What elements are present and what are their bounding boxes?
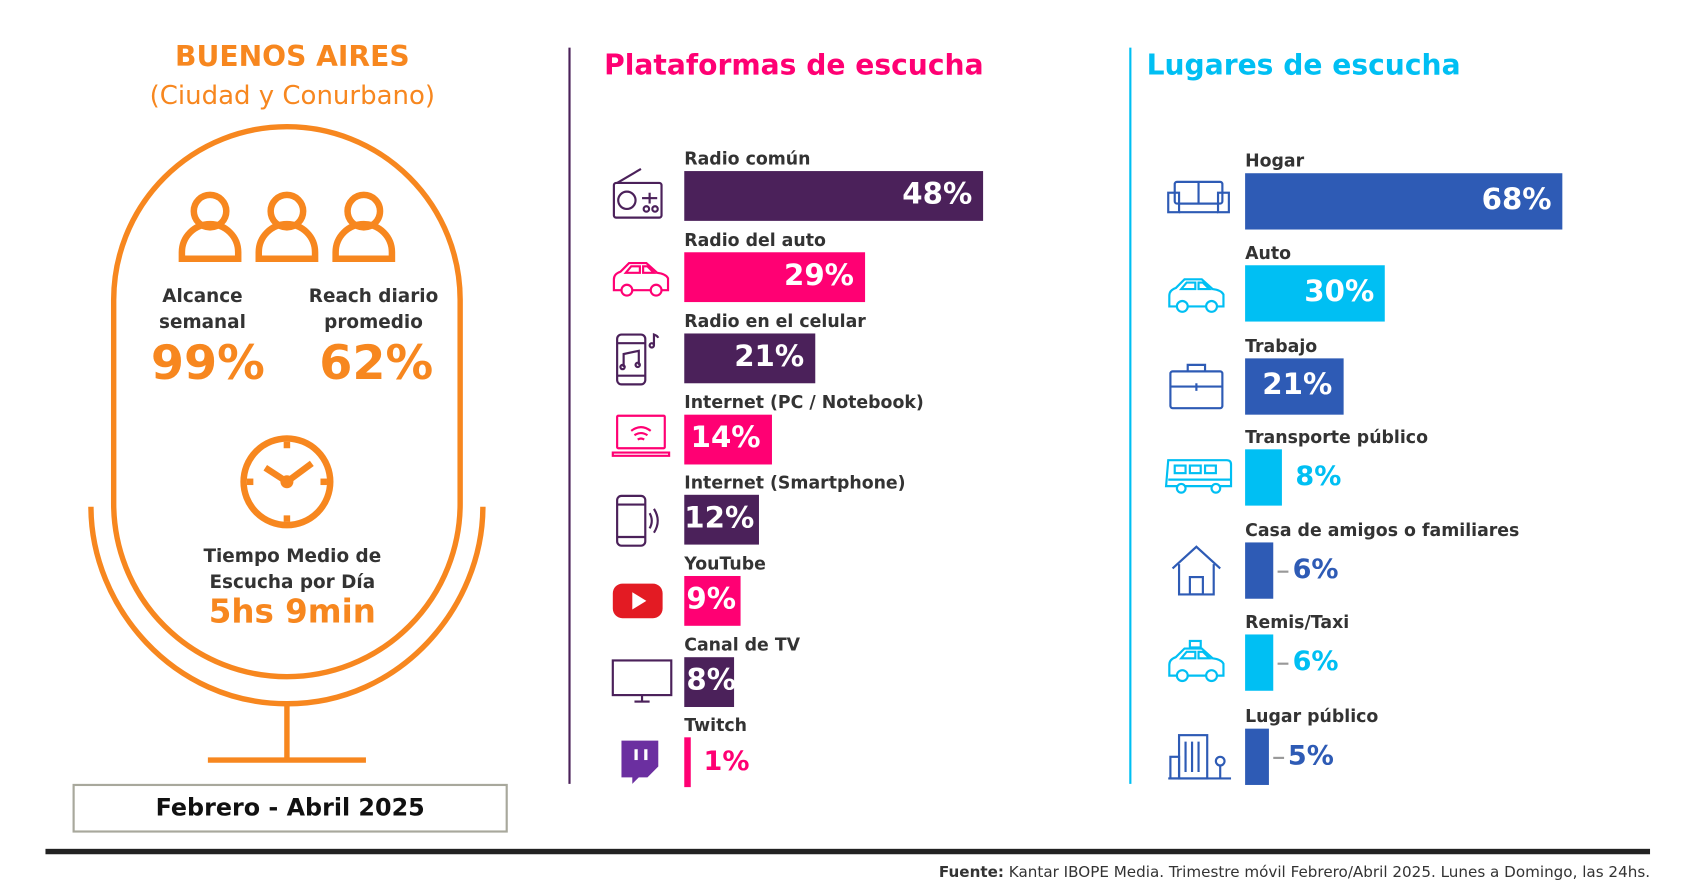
briefcase-icon xyxy=(1169,363,1224,410)
category-label: Casa de amigos o familiares xyxy=(1245,519,1520,541)
twitch-icon xyxy=(621,740,659,784)
bar xyxy=(1245,449,1283,506)
bar xyxy=(1245,542,1274,599)
microphone-outline-icon xyxy=(88,123,486,763)
reach-value: 62% xyxy=(319,335,434,391)
tv-icon xyxy=(611,659,673,703)
sofa-icon xyxy=(1167,180,1230,214)
bar xyxy=(684,657,735,708)
category-label: Trabajo xyxy=(1245,335,1318,357)
period-box: Febrero - Abril 2025 xyxy=(72,783,508,833)
places-title: Lugares de escucha xyxy=(1146,49,1461,83)
bar xyxy=(1245,728,1269,785)
reach-label-line2: promedio xyxy=(324,311,423,334)
people-icon xyxy=(178,191,396,263)
value-label: 29% xyxy=(783,258,854,293)
source-text: Kantar IBOPE Media. Trimestre móvil Febr… xyxy=(1008,863,1651,881)
laptop-wifi-icon xyxy=(611,414,671,457)
bar xyxy=(1245,265,1386,322)
bar xyxy=(684,575,741,626)
bus-icon xyxy=(1164,459,1233,494)
category-label: Canal de TV xyxy=(684,634,801,656)
car-icon xyxy=(1168,278,1225,313)
tiempo-label: Tiempo Medio de Escucha por Día xyxy=(152,544,434,596)
reach-label: Reach diario promedio xyxy=(292,284,454,336)
value-label: 68% xyxy=(1481,182,1552,217)
value-label: 8% xyxy=(1295,460,1342,492)
bar xyxy=(1245,358,1344,415)
building-icon xyxy=(1168,734,1232,780)
category-label: Auto xyxy=(1245,242,1292,264)
category-label: YouTube xyxy=(684,553,766,574)
reach-label-line1: Reach diario xyxy=(308,285,439,308)
category-label: Radio en el celular xyxy=(684,310,866,332)
value-label: 21% xyxy=(734,339,805,374)
footer-rule xyxy=(45,848,1651,855)
bar xyxy=(684,171,984,221)
value-label: 9% xyxy=(686,582,737,617)
bar xyxy=(684,333,816,384)
tiempo-label-line2: Escucha por Día xyxy=(209,571,376,594)
value-label: 6% xyxy=(1292,553,1339,585)
category-label: Twitch xyxy=(684,714,748,736)
source-label: Fuente: xyxy=(938,863,1004,881)
value-label: 1% xyxy=(703,744,750,777)
house-icon xyxy=(1171,545,1221,596)
connector-line xyxy=(1272,756,1284,759)
value-label: 21% xyxy=(1262,368,1333,402)
category-label: Hogar xyxy=(1245,150,1305,172)
city-subtitle: (Ciudad y Conurbano) xyxy=(149,80,436,111)
value-label: 8% xyxy=(686,663,737,698)
bar xyxy=(684,494,759,545)
tiempo-label-line1: Tiempo Medio de xyxy=(203,545,382,568)
divider-right xyxy=(1129,47,1132,784)
alcance-value: 99% xyxy=(150,335,265,391)
taxi-icon xyxy=(1168,639,1225,683)
alcance-label-line2: semanal xyxy=(159,311,246,334)
value-label: 48% xyxy=(902,177,973,212)
value-label: 5% xyxy=(1287,739,1334,771)
value-label: 6% xyxy=(1292,645,1339,677)
category-label: Transporte público xyxy=(1245,426,1428,448)
category-label: Remis/Taxi xyxy=(1245,611,1350,633)
smartphone-music-icon xyxy=(616,333,660,386)
bar xyxy=(1245,634,1274,691)
alcance-label-line1: Alcance xyxy=(162,285,243,308)
bar xyxy=(684,737,691,788)
connector-line xyxy=(1277,570,1289,573)
alcance-label: Alcance semanal xyxy=(138,284,268,336)
youtube-icon xyxy=(612,583,663,619)
smartphone-sound-icon xyxy=(616,494,659,547)
city-title: BUENOS AIRES xyxy=(175,41,410,74)
category-label: Radio común xyxy=(684,148,811,169)
category-label: Internet (PC / Notebook) xyxy=(684,391,924,413)
platforms-title: Plataformas de escucha xyxy=(604,49,984,83)
category-label: Internet (Smartphone) xyxy=(684,472,906,493)
bar xyxy=(1245,173,1563,230)
value-label: 30% xyxy=(1304,275,1375,309)
category-label: Lugar público xyxy=(1245,705,1379,727)
tiempo-value: 5hs 9min xyxy=(208,593,376,632)
connector-line xyxy=(1277,662,1289,665)
radio-icon xyxy=(612,167,663,219)
category-label: Radio del auto xyxy=(684,229,826,251)
value-label: 12% xyxy=(684,501,755,535)
car-icon xyxy=(612,262,670,297)
bar xyxy=(684,414,772,465)
bar xyxy=(684,252,865,303)
clock-icon xyxy=(240,435,334,529)
source-note: Fuente: Kantar IBOPE Media. Trimestre mó… xyxy=(939,864,1650,881)
value-label: 14% xyxy=(690,421,761,455)
divider-left xyxy=(568,47,571,784)
